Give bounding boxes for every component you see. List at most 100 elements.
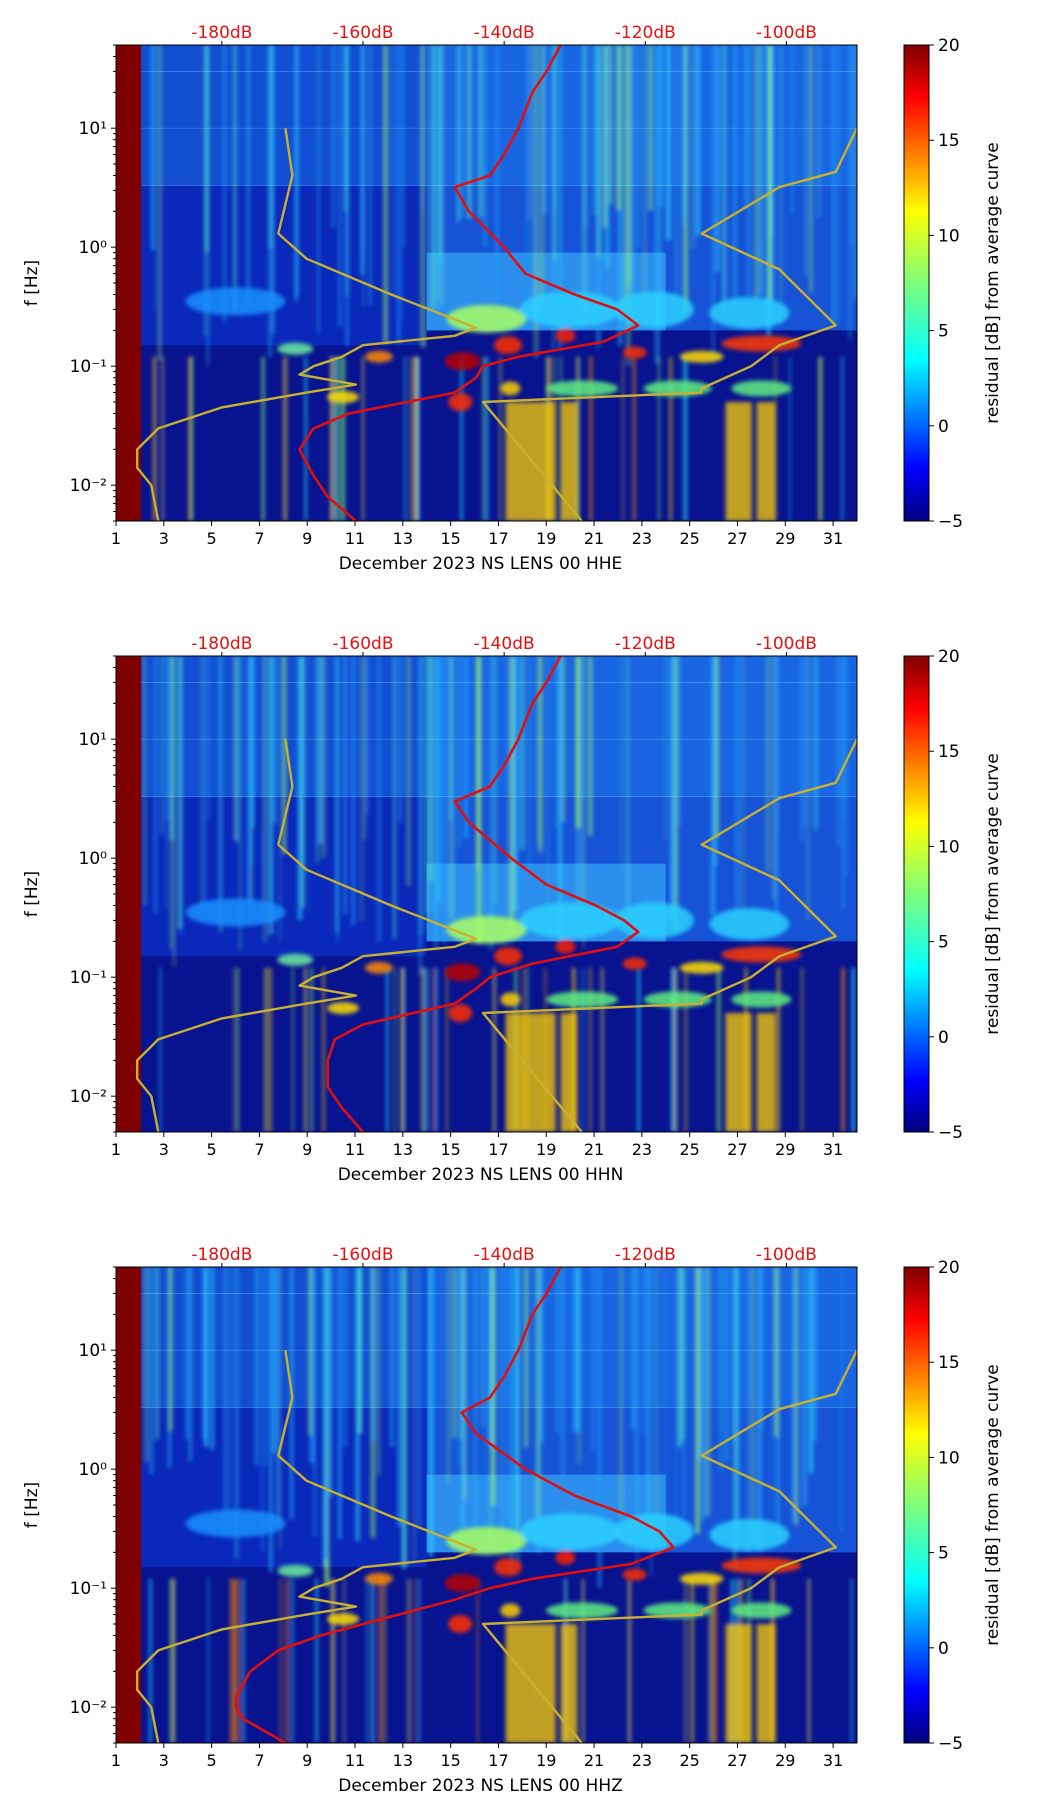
spectrogram-blob bbox=[500, 381, 521, 396]
spectrogram-streak bbox=[272, 45, 275, 335]
colorbar-tick-label: 10 bbox=[938, 1448, 960, 1468]
noise-model-curve bbox=[481, 738, 857, 1132]
spectrogram-streak bbox=[309, 1267, 314, 1464]
spectrogram-streak bbox=[414, 356, 418, 521]
spectrogram-streak bbox=[842, 656, 845, 910]
spectrogram-streak bbox=[780, 45, 782, 324]
spectrogram-streak bbox=[712, 45, 715, 361]
x-tick-label: 1 bbox=[111, 529, 121, 548]
spectrogram-streak bbox=[675, 1267, 678, 1532]
spectrogram-streak bbox=[775, 656, 779, 925]
noise-model-curve bbox=[136, 128, 478, 521]
spectrogram-blob bbox=[277, 953, 314, 966]
colorbar-tick-label: 0 bbox=[938, 1028, 949, 1048]
spectrogram-streak bbox=[207, 1578, 210, 1743]
spectrogram-streak bbox=[211, 1267, 214, 1451]
spectrogram-streak bbox=[343, 1267, 347, 1448]
spectrogram-streak bbox=[488, 1267, 492, 1447]
colorbar-label: residual [dB] from average curve bbox=[983, 753, 1003, 1034]
x-tick-label: 7 bbox=[254, 1751, 264, 1770]
spectrogram-streak bbox=[642, 1267, 644, 1435]
spectrogram-streak bbox=[682, 45, 686, 227]
spectrogram-streak bbox=[154, 45, 156, 312]
spectrogram-streak bbox=[322, 967, 325, 1132]
spectrogram-streak bbox=[524, 1267, 528, 1448]
spectrogram-streak bbox=[366, 1578, 368, 1743]
spectrogram-blob bbox=[721, 946, 802, 963]
top-tick-label: -100dB bbox=[756, 1245, 817, 1265]
spectrogram-streak bbox=[790, 45, 794, 214]
spectrogram-streak bbox=[233, 45, 237, 311]
spectrogram-streak bbox=[474, 1267, 478, 1531]
spectrogram-column bbox=[505, 402, 528, 521]
spectrogram-streak bbox=[316, 656, 319, 864]
spectrogram-streak bbox=[492, 967, 496, 1132]
spectrogram-streak bbox=[413, 1267, 415, 1561]
spectrogram-streak bbox=[452, 1267, 457, 1438]
spectrogram-streak bbox=[807, 1578, 811, 1743]
spectrogram-streak bbox=[743, 45, 747, 209]
spectrogram-streak bbox=[631, 45, 634, 318]
spectrogram-streak bbox=[807, 656, 809, 920]
x-tick-label: 21 bbox=[584, 1751, 604, 1770]
spectrogram-streak bbox=[185, 1267, 189, 1440]
spectrogram-streak bbox=[710, 656, 716, 917]
spectrogram-streak bbox=[582, 1578, 585, 1743]
spectrogram-streak bbox=[279, 1267, 281, 1550]
spectrogram-streak bbox=[506, 656, 508, 921]
spectrogram-streak bbox=[150, 45, 155, 251]
spectrogram-streak bbox=[285, 356, 288, 521]
spectrogram-streak bbox=[170, 1578, 173, 1743]
spectrogram-blob bbox=[277, 1564, 314, 1577]
colorbar-tick-label: 5 bbox=[938, 322, 949, 342]
y-tick-label: 10⁻¹ bbox=[70, 968, 107, 988]
x-tick-label: 25 bbox=[679, 529, 699, 548]
data-gap bbox=[116, 656, 142, 1132]
spectrogram-blob bbox=[444, 352, 481, 371]
spectrogram-streak bbox=[560, 1267, 565, 1476]
spectrogram-streak bbox=[203, 656, 206, 908]
spectrogram-streak bbox=[460, 356, 463, 521]
spectrogram-blob bbox=[185, 898, 286, 927]
spectrogram-streak bbox=[420, 45, 423, 216]
spectrogram-streak bbox=[362, 356, 364, 521]
spectrogram-blob bbox=[364, 1572, 393, 1585]
spectrogram-streak bbox=[242, 1578, 245, 1743]
spectrogram-streak bbox=[429, 1267, 434, 1557]
spectrogram-streak bbox=[820, 356, 822, 521]
spectrogram-streak bbox=[410, 356, 413, 521]
spectrogram-streak bbox=[435, 967, 438, 1132]
spectrogram-streak bbox=[264, 967, 268, 1132]
x-tick-label: 1 bbox=[111, 1751, 121, 1770]
top-tick-label: -100dB bbox=[756, 634, 817, 654]
x-tick-label: 31 bbox=[823, 1140, 843, 1159]
spectrogram-streak bbox=[803, 656, 806, 825]
spectrogram-streak bbox=[854, 45, 857, 299]
spectrogram-blob bbox=[494, 336, 523, 355]
spectrogram-streak bbox=[233, 1578, 237, 1743]
spectrogram-streak bbox=[272, 656, 277, 824]
spectrogram-streak bbox=[155, 1267, 159, 1440]
spectrogram-streak bbox=[735, 45, 737, 297]
x-tick-label: 31 bbox=[823, 529, 843, 548]
x-tick-label: 7 bbox=[254, 529, 264, 548]
spectrogram-streak bbox=[591, 1267, 595, 1451]
spectrogram-streak bbox=[582, 656, 585, 949]
spectrogram-streak bbox=[491, 1267, 496, 1506]
x-tick-label: 13 bbox=[393, 1140, 413, 1159]
psd-curve bbox=[326, 656, 640, 1132]
x-tick-label: 31 bbox=[823, 1751, 843, 1770]
spectrogram-streak bbox=[841, 356, 844, 521]
colorbar-label: residual [dB] from average curve bbox=[983, 1364, 1003, 1645]
top-tick-label: -140dB bbox=[474, 23, 535, 43]
spectrogram-streak bbox=[324, 1267, 329, 1560]
x-tick-label: 13 bbox=[393, 1751, 413, 1770]
spectrogram-streak bbox=[664, 656, 666, 841]
spectrogram-streak bbox=[556, 1267, 559, 1433]
y-tick-label: 10⁻² bbox=[70, 476, 107, 496]
spectrogram-streak bbox=[725, 1267, 728, 1462]
spectrogram-streak bbox=[603, 45, 607, 228]
spectrogram-streak bbox=[286, 1578, 289, 1743]
x-tick-label: 19 bbox=[536, 1140, 556, 1159]
